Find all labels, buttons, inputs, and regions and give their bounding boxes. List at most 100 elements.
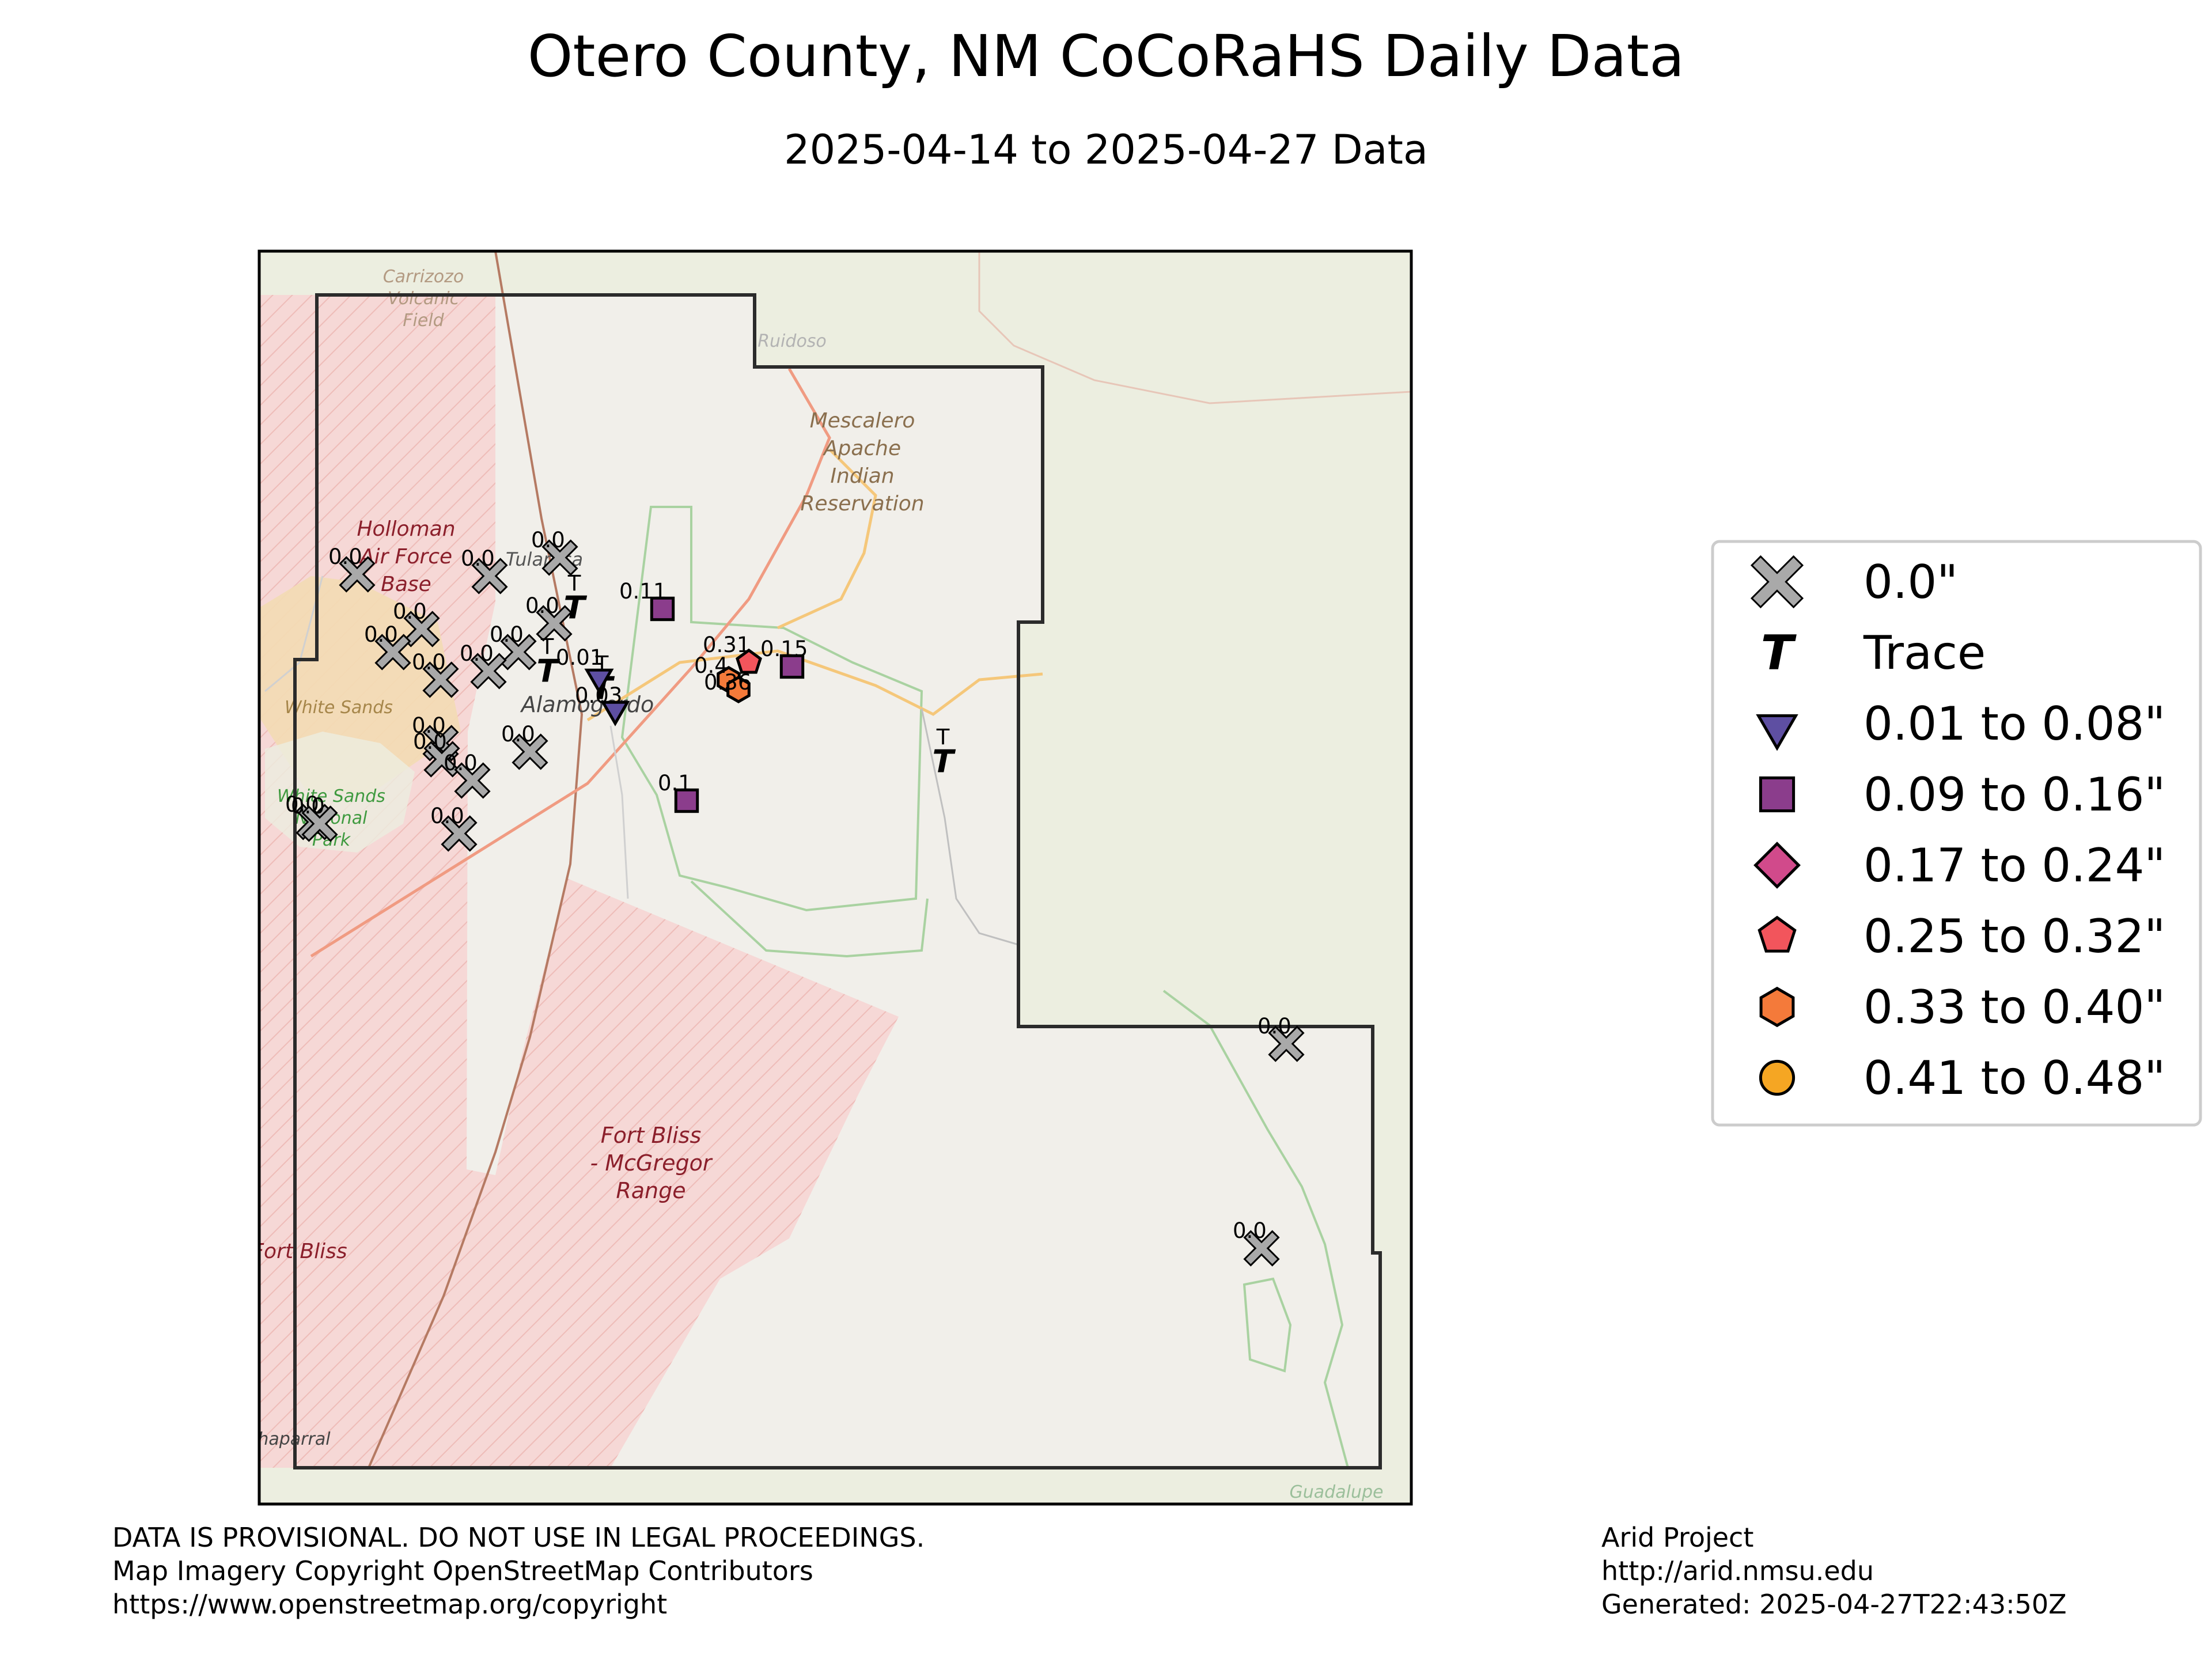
svg-text:T: T: [932, 744, 956, 780]
station-marker-zero: [536, 605, 573, 642]
svg-text:Reservation: Reservation: [800, 492, 924, 516]
station-marker-zero: [470, 653, 507, 690]
station-value-label: 0.0: [364, 622, 398, 647]
station-marker-0.09-0.16: [650, 596, 675, 622]
place-label-ruidoso: Ruidoso: [757, 331, 827, 351]
place-label-guadalupe: Guadalupe: [1290, 1482, 1384, 1502]
station-value-label: 0.0: [413, 729, 447, 754]
station-value-label: 0.0: [525, 593, 559, 618]
footer-credits: Arid Project http://arid.nmsu.edu Genera…: [1601, 1521, 2067, 1621]
footer-project-name: Arid Project: [1601, 1522, 1754, 1553]
station-value-label: 0.0: [328, 544, 362, 569]
svg-text:Field: Field: [403, 310, 444, 331]
station-marker-zero: [423, 741, 460, 778]
svg-text:Base: Base: [381, 573, 431, 596]
station-marker-zero: [471, 558, 508, 594]
legend-box: [1711, 540, 2202, 1127]
military-area: [259, 295, 899, 1468]
x-icon: [1750, 555, 1804, 609]
station-value-label: 0.0: [460, 641, 494, 666]
station-value-label: 0.0: [531, 528, 565, 552]
place-label-carrizozo: Carrizozo: [383, 267, 464, 287]
station-value-label: 0.31: [703, 632, 750, 657]
footer-generated: Generated: 2025-04-27T22:43:50Z: [1601, 1589, 2067, 1620]
station-marker-zero: [500, 634, 537, 671]
triangle-down-icon: [1756, 714, 1798, 751]
station-value-label: 0.4: [694, 653, 728, 678]
svg-text:T: T: [563, 590, 587, 626]
station-marker-zero: [1268, 1025, 1305, 1062]
legend-label: 0.01 to 0.08": [1863, 697, 2165, 751]
station-marker-0.09-0.16: [674, 788, 699, 813]
map-title: Otero County, NM CoCoRaHS Daily Data: [527, 22, 1685, 90]
legend-label: 0.17 to 0.24": [1863, 839, 2165, 892]
station-marker-zero: [339, 556, 376, 593]
legend-label: Trace: [1863, 626, 1986, 680]
station-value-label: 0.36: [704, 670, 751, 695]
place-label-alamogordo: Alamogordo: [520, 692, 654, 717]
station-value-label: T: [936, 725, 950, 749]
place-label-fort-bliss: Fort Bliss: [252, 1240, 347, 1263]
station-value-label: 0.15: [760, 637, 808, 661]
svg-text:Volcanic: Volcanic: [388, 289, 460, 309]
legend-label: 0.25 to 0.32": [1863, 910, 2165, 963]
legend-label: 0.41 to 0.48": [1863, 1051, 2165, 1105]
station-marker-zero: [403, 611, 440, 647]
station-marker-zero: [512, 733, 548, 770]
legend-label: 0.09 to 0.16": [1863, 768, 2165, 821]
station-marker-0.09-0.16: [779, 654, 805, 679]
station-value-label: 0.0: [291, 794, 325, 819]
station-value-label: T: [540, 634, 554, 659]
station-value-label: 0.0: [501, 722, 535, 747]
station-marker-0.01-0.08: [584, 668, 614, 694]
station-marker-zero: [374, 634, 411, 671]
station-value-label: 0.1: [658, 771, 692, 796]
t-icon: T: [1761, 625, 1797, 681]
svg-text:T: T: [1761, 625, 1797, 681]
legend-label: 0.33 to 0.40": [1863, 980, 2165, 1034]
station-marker-trace: T: [536, 653, 560, 690]
station-marker-zero: [541, 539, 578, 576]
station-marker-0.01-0.08: [600, 700, 630, 726]
station-marker-zero: [454, 762, 491, 799]
hexagon-icon: [1759, 986, 1795, 1028]
square-icon: [1759, 776, 1796, 813]
svg-text:Apache: Apache: [823, 437, 901, 460]
station-value-label: 0.01: [556, 645, 603, 670]
station-marker-zero: [422, 661, 459, 698]
station-value-label: 0.0: [490, 622, 524, 647]
place-label-fort-bliss-mcgregor: Fort Bliss: [601, 1123, 702, 1148]
station-value-label: 0.0: [1233, 1218, 1267, 1243]
svg-text:Range: Range: [616, 1178, 685, 1203]
station-marker-0.33-0.40: [726, 676, 751, 703]
map-frame: [257, 249, 1413, 1506]
svg-text:T: T: [536, 653, 560, 690]
station-markers: 0.0 0.00.00.00.00.00.00.00.00.00.0 0.00.00…: [285, 528, 1305, 1267]
map-subtitle: 2025-04-14 to 2025-04-27 Data: [784, 126, 1428, 173]
station-value-label: 0.11: [619, 579, 666, 604]
station-value-label: 0.0: [1257, 1014, 1291, 1039]
place-label-white-sands: White Sands: [285, 698, 393, 718]
station-marker-trace: T: [563, 590, 587, 626]
footer-copyright-line: Map Imagery Copyright OpenStreetMap Cont…: [112, 1555, 813, 1586]
station-marker-trace: T: [932, 744, 956, 780]
station-value-label: 0.0: [444, 751, 478, 775]
basemap: Carrizozo Volcanic Field Ruidoso Mescale…: [252, 251, 1411, 1504]
footer-project-url: http://arid.nmsu.edu: [1601, 1555, 1874, 1586]
footer-disclaimer: DATA IS PROVISIONAL. DO NOT USE IN LEGAL…: [112, 1521, 925, 1621]
svg-text:- McGregor: - McGregor: [590, 1150, 713, 1176]
legend: 0.0" T Trace 0.01 to 0.08" 0.09 to 0.16" 0.17…: [1711, 540, 2202, 1127]
diamond-icon: [1753, 842, 1801, 889]
legend-label: 0.0": [1863, 555, 1958, 609]
place-label-mescalero: Mescalero: [810, 409, 915, 433]
footer-copyright-url: https://www.openstreetmap.org/copyright: [112, 1589, 668, 1620]
station-value-label: 0.03: [575, 683, 622, 708]
station-marker-zero: [301, 805, 338, 842]
station-marker-zero: [441, 815, 478, 852]
station-value-label: 0.0: [412, 713, 446, 738]
svg-text:Indian: Indian: [830, 464, 894, 488]
station-value-label: T: [567, 571, 581, 596]
footer-disclaimer-line: DATA IS PROVISIONAL. DO NOT USE IN LEGAL…: [112, 1522, 925, 1553]
station-value-label: 0.0: [430, 804, 464, 828]
